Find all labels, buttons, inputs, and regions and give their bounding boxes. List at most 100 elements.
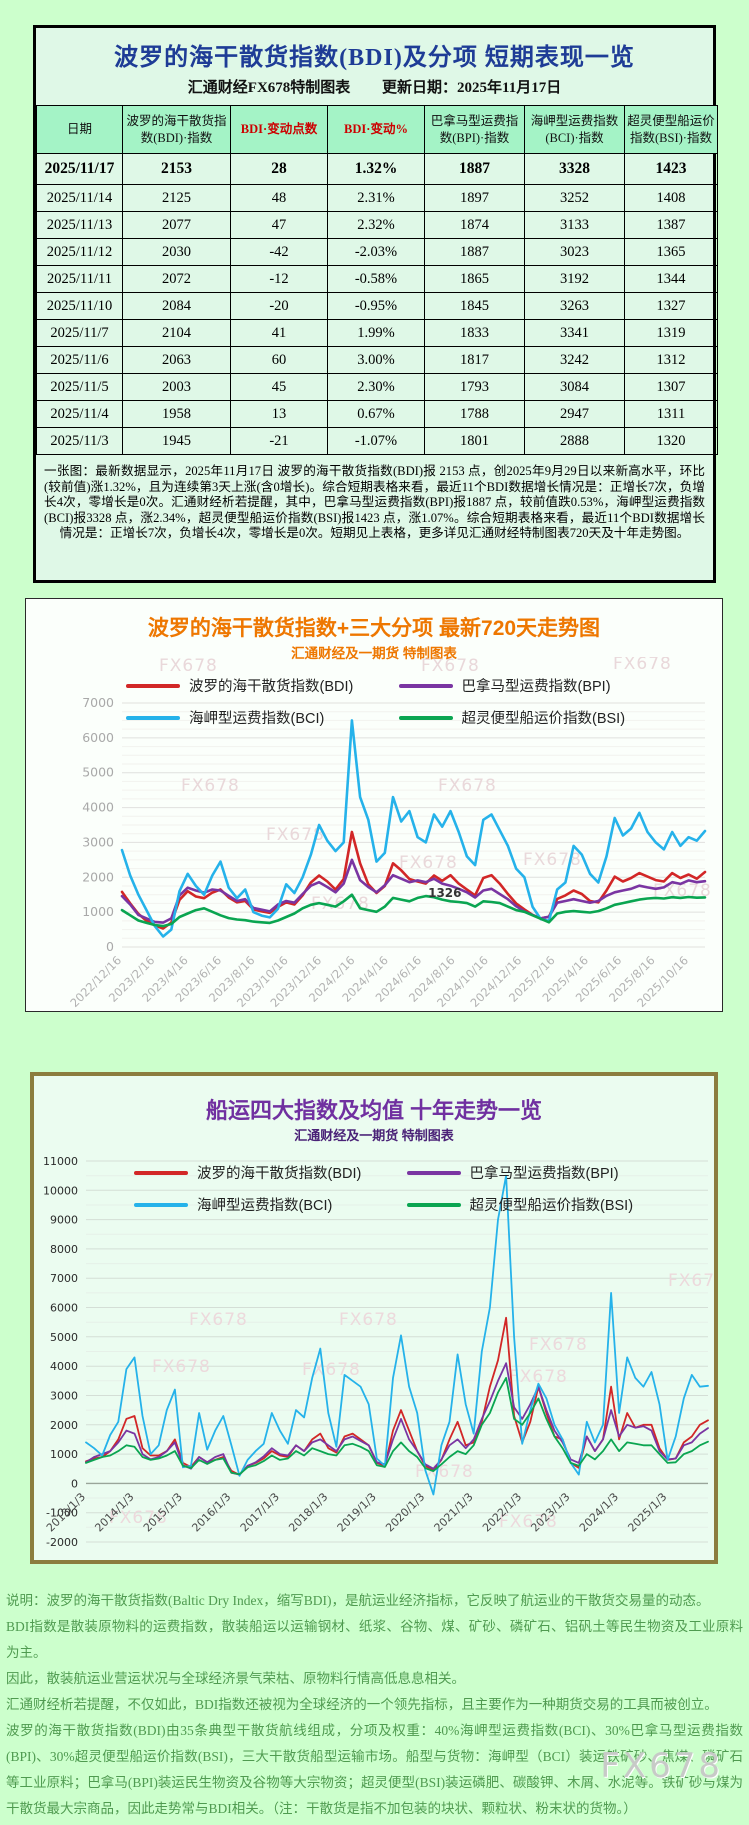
table-cell: 2025/11/12 xyxy=(36,238,123,266)
legend-label: 波罗的海干散货指数(BDI) xyxy=(189,679,354,695)
chart-watermark: FX678 xyxy=(509,1367,568,1387)
table-panel-subtitle: 汇通财经FX678特制图表 更新日期：2025年11月17日 xyxy=(36,76,713,97)
table-cell: 1793 xyxy=(424,373,525,401)
table-cell: 13 xyxy=(230,400,328,428)
legend-item: 巴拿马型运费指数(BPI) xyxy=(398,675,672,696)
table-cell: 2003 xyxy=(122,373,231,401)
table-cell: 3242 xyxy=(524,346,625,374)
legend-swatch xyxy=(126,715,180,720)
chart-watermark: FX678 xyxy=(613,657,672,674)
table-cell: 1897 xyxy=(424,184,525,212)
table-cell: -42 xyxy=(230,238,328,266)
legend-item: 海岬型运费指数(BCI) xyxy=(126,707,399,728)
table-cell: 3341 xyxy=(524,319,625,347)
legend-item: 海岬型运费指数(BCI) xyxy=(134,1194,407,1215)
chart-tenyear-legend: 波罗的海干散货指数(BDI) 巴拿马型运费指数(BPI) 海岬型运费指数(BCI) 超… xyxy=(134,1162,679,1215)
series-line-2 xyxy=(120,719,707,938)
series-line-2 xyxy=(85,1174,709,1496)
chart-720day-legend: 波罗的海干散货指数(BDI) 巴拿马型运费指数(BPI) 海岬型运费指数(BCI) 超… xyxy=(126,675,671,728)
column-header: 巴拿马型运费指数(BPI)·指数 xyxy=(424,105,525,154)
chart-tenyear-title: 船运四大指数及均值 十年走势一览 xyxy=(205,1098,543,1123)
description-line: 汇通财经析若提醒，不仅如此，BDI指数还被视为全球经济的一个领先指标，且主要作为… xyxy=(6,1697,718,1712)
table-cell: -0.58% xyxy=(327,265,425,293)
legend-label: 波罗的海干散货指数(BDI) xyxy=(197,1166,362,1182)
legend-swatch xyxy=(406,1170,461,1175)
legend-item: 超灵便型船运价指数(BSI) xyxy=(406,1194,680,1215)
chart-watermark: FX678 xyxy=(523,850,582,870)
column-header: BDI·变动点数 xyxy=(230,105,328,154)
chart-720day-canvas: 0 1000 2000 3000 4000 5000 6000 7000 FX678 FX678 F… xyxy=(27,654,722,1014)
column-header: BDI·变动% xyxy=(327,105,425,154)
table-row: 2025/11/7 2104 41 1.99% 1833 3341 1319 xyxy=(36,319,718,347)
y-tick-label: -1000 xyxy=(46,1507,78,1520)
column-header: 日期 xyxy=(36,105,123,154)
table-cell: 2030 xyxy=(122,238,231,266)
y-tick-label: 7000 xyxy=(82,695,114,710)
table-cell: 2888 xyxy=(524,427,625,455)
table-cell: 60 xyxy=(230,346,328,374)
bdi-table-header: 日期 波罗的海干散货指数(BDI)·指数 BDI·变动点数 BDI·变动% 巴拿马型运费… xyxy=(36,105,718,154)
y-tick-label: 6000 xyxy=(82,730,114,745)
description-line: 波罗的海干散货指数(BDI)由35条典型干散货航线组成，分项及权重：40%海岬型… xyxy=(6,1723,743,1816)
table-cell: 1865 xyxy=(424,265,525,293)
chart-watermark: FX678 xyxy=(339,1310,398,1330)
legend-item: 超灵便型船运价指数(BSI) xyxy=(398,707,672,728)
y-tick-label: 2000 xyxy=(50,1419,78,1432)
table-cell: 47 xyxy=(230,211,328,239)
table-cell: 3023 xyxy=(524,238,625,266)
table-cell: 3252 xyxy=(524,184,625,212)
table-cell: 2.31% xyxy=(327,184,425,212)
column-header: 海岬型运费指数(BCI)·指数 xyxy=(524,105,625,154)
y-tick-label: 5000 xyxy=(82,765,114,780)
y-tick-label: 1000 xyxy=(50,1448,78,1461)
table-row: 2025/11/4 1958 13 0.67% 1788 2947 1311 xyxy=(36,400,718,428)
table-cell: 2025/11/4 xyxy=(36,400,123,428)
y-tick-label: 6000 xyxy=(50,1302,78,1315)
table-cell: 2947 xyxy=(524,400,625,428)
chart-tenyear-subtitle: 汇通财经及一期货 特制图表 xyxy=(294,1128,454,1143)
legend-label: 超灵便型船运价指数(BSI) xyxy=(461,711,626,727)
y-tick-label: 11000 xyxy=(43,1155,78,1168)
table-cell: 2025/11/3 xyxy=(36,427,123,455)
chart-watermark: FX678 xyxy=(302,1360,361,1380)
chart-annotation: 1326 xyxy=(428,886,461,900)
y-tick-label: -2000 xyxy=(46,1536,78,1549)
chart-watermark: FX678 xyxy=(529,1335,588,1355)
table-note: 一张图：最新数据显示，2025年11月17日 波罗的海干散货指数(BDI)报 2… xyxy=(44,464,705,541)
table-cell: 1423 xyxy=(624,153,718,185)
series-line-1 xyxy=(120,858,707,924)
table-cell: -20 xyxy=(230,292,328,320)
table-cell: 1845 xyxy=(424,292,525,320)
table-cell: 2025/11/6 xyxy=(36,346,123,374)
legend-swatch xyxy=(134,1202,188,1207)
chart10y-plot: -2000 -1000 0 1000 2000 3000 4000 5000 6000 7000 8… xyxy=(43,1155,726,1549)
y-tick-label: 9000 xyxy=(50,1214,78,1227)
table-cell: 1874 xyxy=(424,211,525,239)
table-cell: -0.95% xyxy=(327,292,425,320)
table-cell: 3084 xyxy=(524,373,625,401)
table-cell: 3192 xyxy=(524,265,625,293)
table-cell: 2025/11/10 xyxy=(36,292,123,320)
table-cell: 2084 xyxy=(122,292,231,320)
table-cell: 3328 xyxy=(524,153,625,185)
table-cell: 2.30% xyxy=(327,373,425,401)
chart-720day-subtitle: 汇通财经及一期货 特制图表 xyxy=(291,646,457,661)
table-cell: 1387 xyxy=(624,211,718,239)
y-tick-label: 4000 xyxy=(82,800,114,815)
chart-watermark: FX678 xyxy=(399,853,458,873)
table-cell: 2125 xyxy=(122,184,231,212)
chart-watermark: FX678 xyxy=(189,1310,248,1330)
column-header: 波罗的海干散货指数(BDI)·指数 xyxy=(122,105,231,154)
chart-watermark: FX678 xyxy=(159,657,218,676)
table-cell: 1958 xyxy=(122,400,231,428)
legend-label: 超灵便型船运价指数(BSI) xyxy=(469,1198,634,1214)
chart-watermark: FX678 xyxy=(109,1508,168,1528)
legend-item: 波罗的海干散货指数(BDI) xyxy=(126,675,399,696)
bdi-table-body: 2025/11/17 2153 28 1.32% 1887 3328 1423 2025/11… xyxy=(36,153,718,455)
table-row: 2025/11/10 2084 -20 -0.95% 1845 3263 1327 xyxy=(36,292,718,320)
chart-watermark: FX678 xyxy=(181,776,240,796)
source-label: 汇通财经FX678特制图表 xyxy=(187,80,351,96)
table-cell: -1.07% xyxy=(327,427,425,455)
legend-label: 巴拿马型运费指数(BPI) xyxy=(461,679,611,695)
table-cell: 1833 xyxy=(424,319,525,347)
